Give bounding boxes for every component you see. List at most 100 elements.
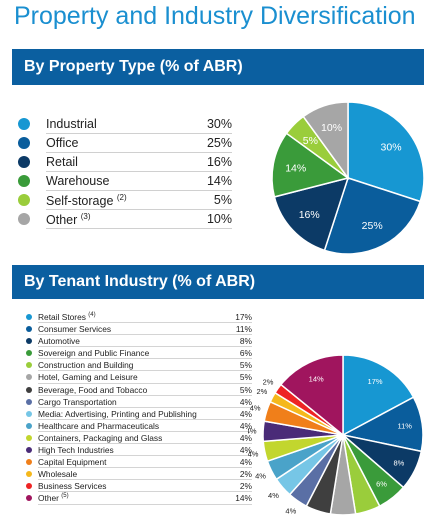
legend-label: High Tech Industries [38, 445, 114, 456]
legend-divider [38, 479, 252, 481]
legend-value: 5% [239, 372, 252, 383]
tenant-industry-slice-label: 14% [309, 374, 324, 383]
tenant-industry-slice-label: 4% [248, 449, 259, 458]
legend-divider [38, 455, 252, 457]
tenant-industry-legend-item: Wholesale 2% [26, 468, 252, 481]
legend-label: Media: Advertising, Printing and Publish… [38, 408, 197, 419]
legend-value: 5% [239, 384, 252, 395]
legend-label: Construction and Building [38, 360, 134, 371]
legend-swatch [26, 483, 32, 490]
tenant-industry-slice-label: 8% [393, 458, 404, 467]
tenant-industry-slice-label: 6% [376, 480, 387, 489]
legend-label: Industrial [46, 117, 97, 131]
legend-swatch [18, 137, 30, 149]
property-type-slice [302, 101, 349, 181]
legend-swatch [18, 194, 30, 206]
property-type-slice [323, 177, 422, 255]
property-type-legend-item: Retail 16% [18, 153, 232, 172]
legend-divider [38, 503, 252, 505]
tenant-industry-pie-chart: 17%11%8%6%5%5%5%4%4%4%4%4%4%2%2%14% [248, 354, 424, 520]
property-type-slice-label: 30% [381, 141, 402, 153]
legend-divider [38, 430, 252, 432]
legend-swatch [26, 374, 32, 381]
tenant-industry-legend-item: Automotive 8% [26, 335, 252, 348]
tenant-industry-slice-label: 4% [250, 403, 261, 412]
property-type-slice-label: 25% [362, 220, 383, 232]
legend-divider [46, 190, 232, 191]
property-type-heading: By Property Type (% of ABR) [24, 58, 243, 75]
legend-divider [38, 443, 252, 445]
legend-swatch [26, 314, 32, 320]
tenant-industry-slice [279, 354, 344, 437]
footnote-marker: (3) [80, 212, 91, 221]
legend-divider [38, 406, 252, 408]
legend-divider [38, 346, 252, 348]
legend-swatch [26, 422, 32, 429]
legend-label: Capital Equipment [38, 457, 107, 468]
legend-value: 6% [239, 348, 252, 359]
tenant-industry-slice-label: 4% [255, 471, 266, 480]
legend-value: 4% [239, 445, 252, 456]
property-type-legend-item: Self-storage (2) 5% [18, 191, 232, 210]
legend-label: Cargo Transportation [38, 396, 117, 407]
property-type-slice-label: 16% [299, 209, 320, 221]
legend-value: 2% [239, 469, 252, 480]
legend-value: 4% [239, 420, 252, 431]
property-type-legend: Industrial 30% Office 25% Retail 16% Warehouse… [18, 115, 232, 229]
tenant-industry-legend-item: Retail Stores (4) 17% [26, 311, 252, 324]
footnote-marker: (2) [116, 193, 127, 202]
legend-value: 5% [213, 193, 232, 207]
legend-value: 4% [239, 408, 252, 419]
legend-label: Sovereign and Public Finance [38, 348, 150, 359]
legend-swatch [26, 495, 32, 502]
legend-divider [38, 382, 252, 384]
tenant-industry-legend-item: Cargo Transportation 4% [26, 396, 252, 408]
property-type-slice-label: 14% [285, 163, 306, 175]
legend-label: Retail [46, 155, 78, 169]
legend-divider [38, 334, 252, 336]
property-type-legend-item: Warehouse 14% [18, 172, 232, 191]
legend-divider [38, 467, 252, 469]
legend-value: 5% [239, 360, 252, 371]
legend-divider [46, 171, 232, 172]
legend-value: 8% [239, 336, 252, 347]
page-title: Property and Industry Diversification [14, 2, 416, 30]
tenant-industry-legend-item: Consumer Services 11% [26, 323, 252, 336]
tenant-industry-legend-item: Sovereign and Public Finance 6% [26, 347, 252, 360]
tenant-industry-slice-label: 17% [368, 377, 383, 386]
legend-swatch [26, 447, 32, 454]
tenant-industry-heading: By Tenant Industry (% of ABR) [24, 273, 256, 290]
tenant-industry-banner: By Tenant Industry (% of ABR) [12, 265, 424, 299]
footnote-marker: (4) [88, 312, 96, 319]
legend-swatch [26, 459, 32, 466]
legend-swatch [26, 398, 32, 405]
legend-swatch [26, 338, 32, 345]
tenant-industry-slice-label: 2% [263, 377, 274, 386]
tenant-industry-legend-item: Media: Advertising, Printing and Publish… [26, 408, 252, 420]
tenant-industry-legend-item: Construction and Building 5% [26, 359, 252, 372]
tenant-industry-slice-label: 4% [268, 491, 279, 500]
property-type-slice-label: 5% [303, 135, 318, 147]
tenant-industry-legend: Retail Stores (4) 17% Consumer Services 11%… [26, 311, 252, 505]
tenant-industry-legend-item: Capital Equipment 4% [26, 456, 252, 469]
tenant-industry-slice-label: 5% [309, 518, 320, 520]
legend-divider [38, 358, 252, 360]
legend-divider [46, 209, 232, 210]
property-type-legend-item: Industrial 30% [18, 115, 232, 134]
legend-label: Healthcare and Pharmaceuticals [38, 420, 160, 431]
legend-divider [38, 394, 252, 396]
property-type-legend-item: Office 25% [18, 134, 232, 153]
legend-value: 30% [206, 117, 232, 131]
tenant-industry-slice [342, 354, 415, 437]
legend-value: 17% [235, 312, 252, 322]
legend-swatch [18, 118, 30, 130]
legend-label: Retail Stores (4) [38, 312, 96, 322]
tenant-industry-slice-label: 2% [256, 387, 267, 396]
property-type-pie-chart: 30% 25% 16% 14% 5%10% [271, 101, 425, 255]
legend-swatch [18, 213, 30, 225]
tenant-industry-legend-item: Beverage, Food and Tobacco 5% [26, 384, 252, 396]
legend-value: 14% [206, 174, 232, 188]
legend-label: Self-storage (2) [46, 193, 127, 209]
tenant-industry-slice-label: 11% [398, 422, 413, 431]
tenant-industry-legend-item: Containers, Packaging and Glass 4% [26, 432, 252, 445]
